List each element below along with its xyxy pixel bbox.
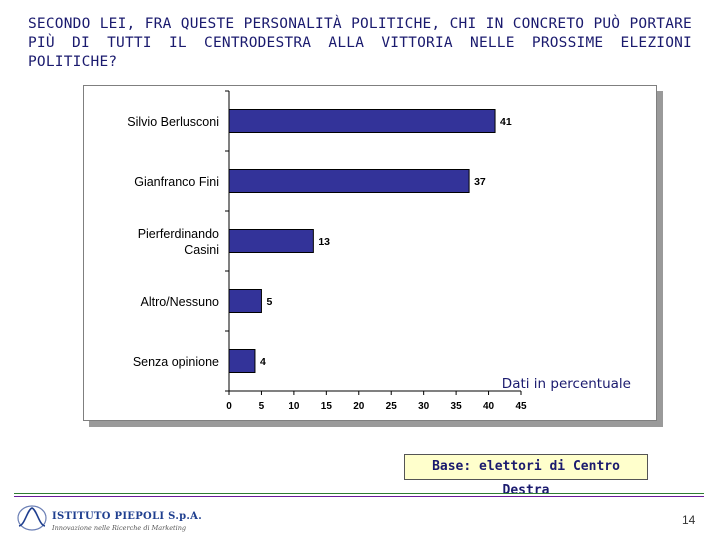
page-number: 14 <box>682 513 696 527</box>
category-label: Gianfranco Fini <box>134 175 219 189</box>
data-label: 41 <box>500 116 512 128</box>
footer-line-bottom <box>14 496 704 497</box>
logo-tagline: Innovazione nelle Ricerche di Marketing <box>52 524 187 532</box>
category-label: Altro/Nessuno <box>140 295 219 309</box>
category-label: Senza opinione <box>133 355 219 369</box>
bar <box>228 169 470 193</box>
bar <box>228 349 256 373</box>
x-tick-label: 40 <box>483 401 495 412</box>
x-tick-label: 15 <box>321 401 333 412</box>
bar <box>228 289 262 313</box>
category-label: Casini <box>184 243 219 257</box>
data-label: 37 <box>474 176 486 188</box>
bar <box>228 109 496 133</box>
x-tick-label: 45 <box>515 401 527 412</box>
x-tick-label: 0 <box>226 401 232 412</box>
x-tick-label: 20 <box>353 401 365 412</box>
data-label: 13 <box>318 236 330 248</box>
logo-name: ISTITUTO PIEPOLI S.p.A. <box>52 511 203 522</box>
base-label: Base: elettori di Centro Destra <box>404 454 648 498</box>
chart-frame: 0 5 10 15 20 25 30 35 40 45 41 Silvio Berlusconi 37 G… <box>83 85 657 421</box>
x-tick-label: 30 <box>418 401 430 412</box>
piepoli-logo-icon <box>17 505 47 531</box>
x-tick-label: 10 <box>288 401 300 412</box>
x-tick-label: 35 <box>451 401 463 412</box>
x-tick-label: 5 <box>259 401 265 412</box>
chart-annotation: Dati in percentuale <box>502 376 631 392</box>
question-title: SECONDO LEI, FRA QUESTE PERSONALITÀ POLI… <box>28 16 692 70</box>
category-label: Pierferdinando <box>138 227 219 241</box>
data-label: 5 <box>266 296 272 308</box>
x-tick-label: 25 <box>386 401 398 412</box>
footer-line-top <box>14 493 704 494</box>
data-label: 4 <box>260 356 266 368</box>
category-label: Silvio Berlusconi <box>127 115 219 129</box>
bar <box>228 229 314 253</box>
